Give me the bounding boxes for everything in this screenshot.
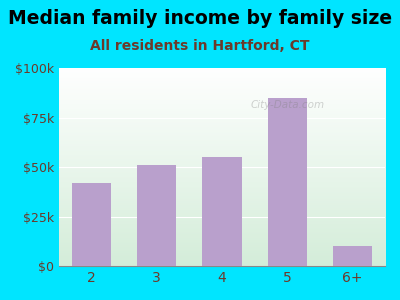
Bar [137,165,176,266]
Bar [268,98,307,266]
Bar [202,157,242,266]
Bar [333,246,372,266]
Text: All residents in Hartford, CT: All residents in Hartford, CT [90,39,310,53]
Text: Median family income by family size: Median family income by family size [8,9,392,28]
Bar [72,183,111,266]
Text: City-Data.com: City-Data.com [250,100,324,110]
